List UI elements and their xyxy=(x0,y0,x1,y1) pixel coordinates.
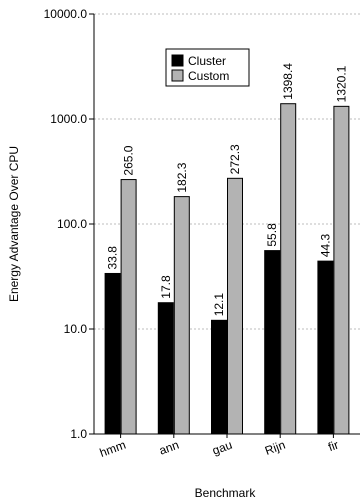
legend-label-cluster: Cluster xyxy=(188,54,226,68)
y-tick-label: 1.0 xyxy=(70,427,87,441)
bar-cluster-ann xyxy=(157,302,174,435)
bar-custom-hmm xyxy=(120,179,137,435)
bar-custom-fir xyxy=(333,105,350,435)
data-label-custom-fir: 1320.1 xyxy=(334,65,348,102)
y-tick-labels: 1.0 10.0 100.0 1000.0 10000.0 xyxy=(44,7,88,441)
x-tick-label-rijn: Rijn xyxy=(263,438,287,458)
x-tick-label-ann: ann xyxy=(157,438,181,458)
bar-custom-gau xyxy=(227,177,243,435)
bar-cluster-hmm xyxy=(104,272,121,435)
data-label-cluster-ann: 17.8 xyxy=(159,275,173,299)
y-tick-label: 10.0 xyxy=(64,322,88,336)
y-tick-label: 10000.0 xyxy=(44,7,88,21)
x-tick-label-hmm: hmm xyxy=(98,438,128,460)
data-label-custom-gau: 272.3 xyxy=(228,144,242,174)
y-axis-title: Energy Advantage Over CPU xyxy=(7,146,21,302)
data-label-cluster-hmm: 33.8 xyxy=(106,246,120,270)
data-label-cluster-rijn: 55.8 xyxy=(265,223,279,247)
data-label-cluster-fir: 44.3 xyxy=(318,233,332,257)
x-tick-label-fir: fir xyxy=(326,438,340,455)
axes xyxy=(89,13,360,438)
legend: Cluster Custom xyxy=(165,48,250,87)
bar-custom-rijn xyxy=(280,103,297,435)
x-tick-label-gau: gau xyxy=(210,438,234,458)
x-tick-labels: hmm ann gau Rijn fir xyxy=(98,438,341,460)
data-labels: 33.8 265.0 17.8 182.3 12.1 272.3 55.8 1398.4 44.… xyxy=(106,63,349,317)
data-label-custom-rijn: 1398.4 xyxy=(281,63,295,100)
data-label-custom-hmm: 265.0 xyxy=(122,145,136,175)
bar-cluster-rijn xyxy=(264,250,281,435)
data-label-custom-ann: 182.3 xyxy=(175,162,189,192)
bar-cluster-gau xyxy=(211,319,227,435)
bars xyxy=(104,103,350,435)
legend-swatch-custom xyxy=(171,69,184,82)
y-tick-label: 1000.0 xyxy=(50,112,87,126)
legend-swatch-cluster xyxy=(171,54,184,67)
legend-label-custom: Custom xyxy=(188,69,229,83)
bar-cluster-fir xyxy=(317,260,334,435)
bar-custom-ann xyxy=(173,196,190,435)
data-label-cluster-gau: 12.1 xyxy=(212,293,226,317)
x-axis-title: Benchmark xyxy=(195,486,257,500)
y-tick-label: 100.0 xyxy=(57,217,87,231)
